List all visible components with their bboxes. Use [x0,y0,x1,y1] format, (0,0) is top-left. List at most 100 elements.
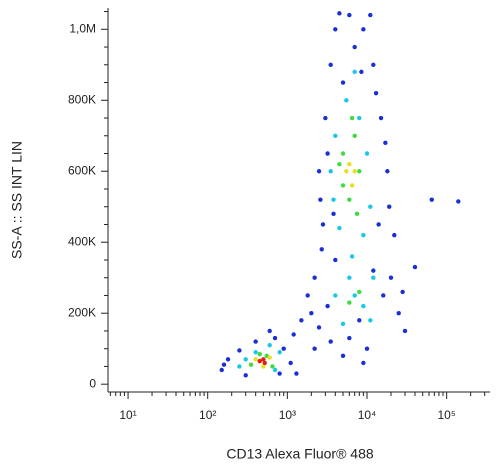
event-dot [257,358,262,364]
event-dot [294,371,299,376]
event-dot [331,197,336,202]
event-dot [267,342,272,348]
x-tick-label: 10¹ [119,408,136,422]
event-dot [316,169,322,174]
event-dot [400,289,405,295]
event-dot [331,211,336,217]
event-dot [219,367,224,373]
y-tick-label: 400K [68,234,96,248]
event-dot [344,169,349,174]
event-dot [456,199,461,204]
event-dot [344,98,349,103]
event-dot [373,90,379,96]
event-dot [381,293,386,298]
event-dot [337,161,342,167]
event-dot [368,204,373,209]
event-dot [361,232,366,238]
event-dot [371,62,376,67]
event-dot [349,254,355,259]
event-dot [347,197,352,202]
event-dot [385,169,390,174]
y-tick-label: 1,0M [69,21,96,35]
event-dot [272,367,278,373]
event-dot [387,204,392,209]
event-dot [237,364,242,369]
y-tick-label: 600K [68,163,96,177]
x-tick-label: 10² [199,408,216,422]
event-dot [261,364,266,369]
event-dot [291,332,296,337]
event-dot [305,293,310,298]
event-dot [312,275,317,280]
event-dot [357,289,362,295]
event-dot [412,264,418,270]
event-dot [312,346,317,351]
event-dot [352,44,357,50]
event-dot [277,350,282,355]
event-dot [267,328,272,334]
event-dot [340,321,346,327]
event-dot [361,27,366,32]
event-dot [337,225,342,231]
y-axis-title: SS-A :: SS INT LIN [9,141,25,259]
event-dot [257,351,262,357]
event-dot [243,357,248,362]
event-dot [318,197,323,202]
event-dot [347,300,352,305]
event-dot [325,151,330,156]
event-dot [319,247,324,252]
event-dot [383,140,388,146]
event-dot [364,151,370,156]
event-dot [281,346,286,351]
y-tick-label: 0 [89,376,96,390]
event-dot [357,115,362,121]
x-tick-label: 10⁴ [358,408,377,422]
event-dot [267,355,272,360]
event-dot [347,161,352,167]
event-dot [299,318,304,323]
event-dot [243,373,248,378]
event-dot [248,362,254,367]
event-dot [333,133,338,138]
event-dot [357,318,362,323]
event-dot [277,371,282,376]
event-dot [378,115,384,121]
event-dot [253,339,258,344]
event-dot [340,151,346,156]
event-dot [347,335,352,341]
event-dot [320,222,326,227]
event-dot [364,346,370,351]
event-dot [352,169,357,174]
event-dot [352,69,357,75]
event-dot [371,275,376,280]
event-dot [354,211,360,217]
event-dot [270,364,275,369]
event-dot [361,303,366,309]
event-dot [371,268,376,273]
event-dot [388,275,394,280]
event-dot [262,360,267,366]
event-dot [237,348,242,353]
y-tick-label: 200K [68,305,96,319]
event-dot [337,11,342,16]
event-dot [392,232,397,238]
event-dot [357,169,362,174]
event-dot [225,357,231,362]
event-dot [221,362,227,367]
event-dot [349,115,355,121]
x-tick-label: 10³ [279,408,296,422]
event-dot [352,133,357,138]
event-dot [328,62,333,67]
event-dot [261,357,266,362]
event-dot [368,318,373,323]
event-dot [333,293,338,298]
event-dot [272,335,278,341]
event-dot [429,197,434,202]
event-dot [333,27,338,32]
event-dot [288,360,293,366]
event-dot [333,257,338,263]
event-dot [253,357,258,362]
event-dot [361,360,366,366]
event-dot [328,169,333,174]
